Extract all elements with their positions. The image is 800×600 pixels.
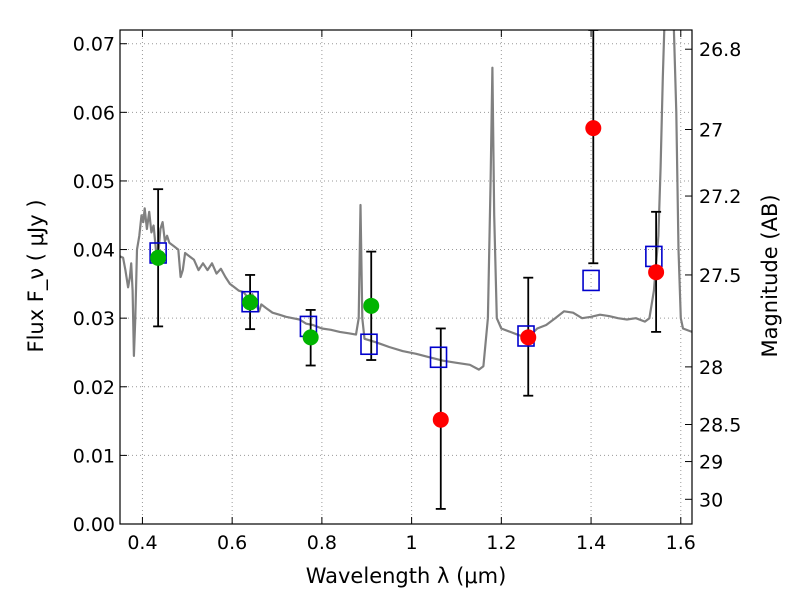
right-tick-label: 27 bbox=[699, 119, 723, 141]
model-photometry-box bbox=[360, 333, 378, 356]
right-tick-label: 29 bbox=[699, 452, 723, 474]
y-tick-label: 0.04 bbox=[73, 240, 115, 262]
right-tick-label: 30 bbox=[699, 489, 723, 511]
y-axis-label: Flux F_ν ( μJy ) bbox=[24, 199, 49, 352]
model-spectrum-layer bbox=[120, 30, 692, 371]
model-spectrum-line bbox=[120, 30, 692, 371]
hst-photometry-point bbox=[432, 411, 449, 428]
model-photometry-box bbox=[429, 346, 448, 369]
y-tick-label: 0.03 bbox=[73, 308, 115, 330]
x-tick-label: 0.8 bbox=[307, 532, 337, 554]
ground-photometry-point bbox=[242, 294, 259, 311]
x-tick-label: 1.4 bbox=[576, 532, 606, 554]
hst-photometry-point bbox=[585, 120, 602, 137]
x-tick-label: 1 bbox=[406, 532, 418, 554]
x-axis-label: Wavelength λ (μm) bbox=[306, 564, 507, 588]
right-tick-label: 26.8 bbox=[699, 39, 741, 61]
x-tick-label: 0.6 bbox=[217, 532, 247, 554]
x-tick-label: 0.4 bbox=[127, 532, 157, 554]
model-photometry-box bbox=[582, 269, 600, 292]
right-axis-label: Magnitude (AB) bbox=[758, 194, 782, 357]
ground-photometry-point bbox=[363, 297, 380, 314]
grid-lines bbox=[120, 30, 692, 525]
right-tick-label: 28 bbox=[699, 357, 723, 379]
y-tick-label: 0.07 bbox=[73, 34, 115, 56]
error-bars bbox=[153, 30, 662, 510]
observed-points bbox=[150, 120, 665, 428]
y-tick-label: 0.01 bbox=[73, 445, 115, 467]
y-tick-label: 0.05 bbox=[73, 171, 115, 193]
x-tick-label: 1.2 bbox=[486, 532, 516, 554]
y-tick-label: 0.06 bbox=[73, 102, 115, 124]
y-tick-label: 0.02 bbox=[73, 377, 115, 399]
x-tick-label: 1.6 bbox=[666, 532, 696, 554]
right-tick-label: 27.5 bbox=[699, 265, 741, 287]
model-photometry-box bbox=[241, 290, 259, 313]
axis-ticks: 0.4 0.6 0.8 1 1.2 1.4 1.6 0.00 0.01 0.02 0.03 0.04 0… bbox=[73, 30, 741, 554]
plot-frame bbox=[119, 29, 693, 525]
ground-photometry-point bbox=[302, 329, 319, 346]
right-tick-label: 28.5 bbox=[699, 415, 741, 437]
y-tick-label: 0.00 bbox=[73, 514, 115, 536]
right-tick-label: 27.2 bbox=[699, 186, 741, 208]
model-photometry-boxes bbox=[149, 242, 663, 369]
ground-photometry-point bbox=[150, 249, 167, 266]
hst-photometry-point bbox=[648, 264, 665, 281]
hst-photometry-point bbox=[520, 329, 537, 346]
